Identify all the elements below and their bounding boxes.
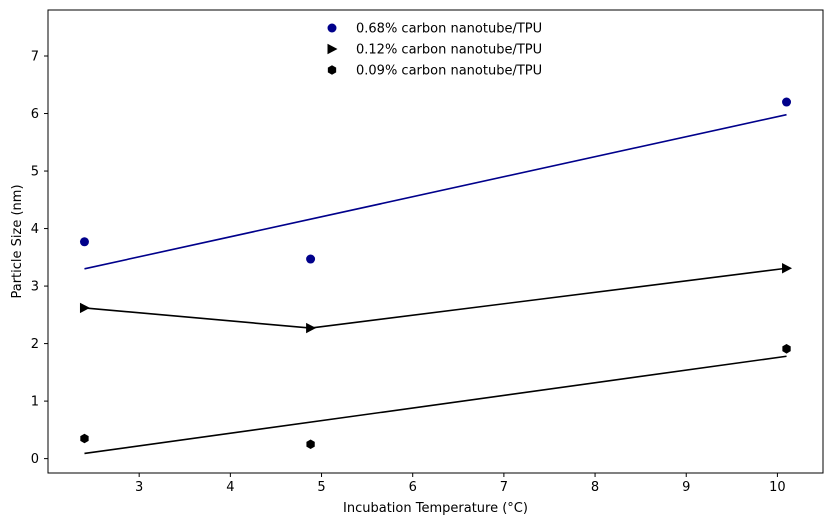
x-axis-label: Incubation Temperature (°C)	[343, 501, 528, 516]
series-line	[84, 113, 787, 270]
y-tick-label: 1	[31, 395, 39, 410]
x-tick-label: 6	[409, 480, 417, 495]
data-point	[782, 263, 793, 274]
plot-frame	[47, 9, 824, 474]
legend-entry: 0.68% carbon nanotube/TPU	[327, 22, 542, 37]
legend-label: 0.68% carbon nanotube/TPU	[356, 22, 542, 37]
x-tick-label: 7	[500, 480, 508, 495]
axes: 3 4 5 6 7 8 9 10 0 1 2 3 4 5 6 7	[31, 9, 824, 495]
series-line	[84, 267, 787, 329]
x-tick-label: 8	[591, 480, 599, 495]
data-point	[306, 439, 315, 450]
data-point	[79, 302, 90, 314]
y-tick-label: 5	[31, 165, 39, 180]
x-tick-label: 10	[769, 480, 786, 495]
x-tick-label: 3	[135, 480, 143, 495]
legend-marker	[327, 23, 337, 33]
series-1	[79, 97, 792, 270]
y-tick-label: 7	[31, 50, 39, 65]
data-point	[79, 237, 89, 247]
y-axis-label: Particle Size (nm)	[10, 184, 25, 298]
data-point	[306, 322, 317, 334]
legend-marker	[327, 65, 337, 75]
legend-label: 0.09% carbon nanotube/TPU	[356, 64, 542, 79]
data-point	[80, 433, 89, 444]
legend-label: 0.12% carbon nanotube/TPU	[356, 43, 542, 58]
x-tick-label: 4	[226, 480, 234, 495]
series-3	[80, 343, 791, 455]
y-tick-label: 0	[31, 452, 39, 467]
data-point	[782, 343, 791, 354]
y-tick-label: 6	[31, 107, 39, 122]
y-tick-label: 4	[31, 222, 39, 237]
legend-entry: 0.09% carbon nanotube/TPU	[327, 64, 542, 79]
y-tick-label: 3	[31, 280, 39, 295]
series-line	[84, 355, 787, 455]
plot-area	[79, 97, 793, 455]
series-2	[79, 263, 793, 334]
legend-marker	[327, 43, 338, 55]
legend: 0.68% carbon nanotube/TPU 0.12% carbon na…	[327, 22, 542, 79]
legend-entry: 0.12% carbon nanotube/TPU	[327, 43, 542, 58]
data-point	[782, 97, 792, 107]
y-tick-label: 2	[31, 337, 39, 352]
data-point	[306, 254, 316, 264]
x-tick-label: 5	[317, 480, 325, 495]
x-tick-label: 9	[682, 480, 690, 495]
